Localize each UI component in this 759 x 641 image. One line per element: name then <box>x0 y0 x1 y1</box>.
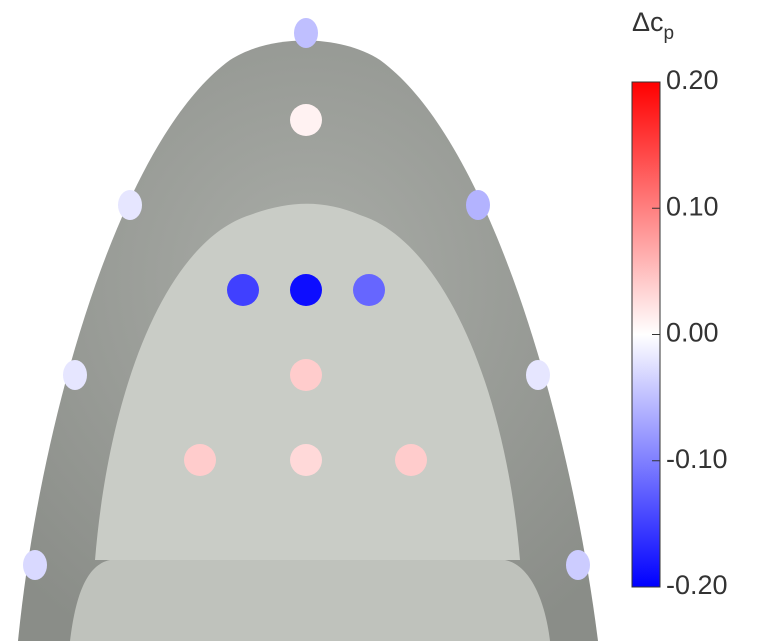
edge-sensor <box>23 550 47 580</box>
sensor <box>395 444 427 476</box>
edge-sensor <box>118 190 142 220</box>
model-base <box>70 560 550 641</box>
sensor <box>290 444 322 476</box>
colorbar-tick-label: -0.20 <box>666 570 728 600</box>
sensor <box>184 444 216 476</box>
edge-sensor <box>294 18 318 48</box>
colorbar-tick-label: -0.10 <box>666 444 728 474</box>
colorbar-title: Δcp <box>632 7 674 44</box>
sensor <box>353 274 385 306</box>
edge-sensor <box>466 190 490 220</box>
sensor <box>290 104 322 136</box>
colorbar-tick-label: 0.00 <box>666 318 719 348</box>
colorbar-tick-label: 0.10 <box>666 191 719 221</box>
sensor <box>290 359 322 391</box>
sensor <box>290 274 322 306</box>
edge-sensor <box>63 360 87 390</box>
sensor <box>227 274 259 306</box>
page: Δcp 0.20 0.10 0.00 -0.10 -0.20 <box>0 0 759 641</box>
edge-sensor <box>566 550 590 580</box>
edge-sensor <box>526 360 550 390</box>
colorbar-tick-label: 0.20 <box>666 65 719 95</box>
